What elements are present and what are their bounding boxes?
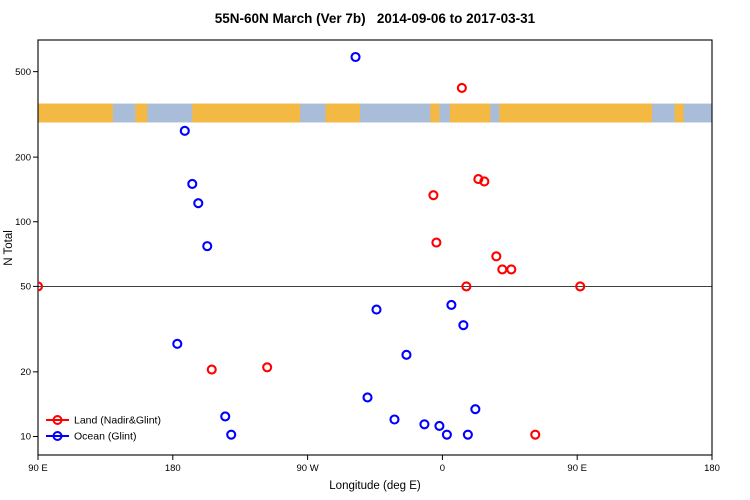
data-point	[206, 364, 217, 375]
data-point	[226, 429, 237, 440]
data-point	[446, 299, 457, 310]
data-point	[434, 420, 445, 431]
x-tick-label: 180	[165, 463, 181, 474]
data-points	[38, 51, 586, 440]
series-land	[38, 82, 586, 440]
x-tick-label: 180	[704, 463, 720, 474]
data-point	[428, 190, 439, 201]
data-point	[506, 264, 517, 275]
data-point	[371, 304, 382, 315]
data-point	[38, 281, 44, 292]
data-point	[497, 264, 508, 275]
map-band	[38, 103, 712, 123]
data-point	[179, 125, 190, 136]
data-point	[473, 174, 484, 185]
data-point	[187, 178, 198, 189]
data-point	[441, 429, 452, 440]
series-ocean	[172, 51, 481, 440]
y-tick-label: 20	[20, 367, 31, 378]
y-tick-label: 10	[20, 432, 31, 443]
data-point	[262, 362, 273, 373]
data-point	[172, 338, 183, 349]
data-point	[362, 392, 373, 403]
map-band-land-segment	[449, 103, 491, 123]
map-band-land-segment	[325, 103, 361, 123]
y-axis-label: N Total	[3, 230, 15, 266]
map-band-land-segment	[430, 103, 440, 123]
map-band-land-segment	[192, 103, 301, 123]
legend-entry-ocean: Ocean (Glint)	[46, 431, 136, 443]
x-tick-label: 90 E	[28, 463, 48, 474]
data-point	[419, 419, 430, 430]
legend-label-ocean: Ocean (Glint)	[74, 431, 136, 443]
axis-ticks: 90 E 180 90 W 0 90 E 180 10 20 50 100 200 500	[15, 67, 720, 474]
data-point	[479, 176, 490, 187]
data-point	[220, 411, 231, 422]
map-band-land-segment	[674, 103, 684, 123]
legend-marker-ocean-icon	[52, 431, 63, 441]
data-point	[202, 241, 213, 252]
data-point	[461, 281, 472, 292]
data-point	[462, 429, 473, 440]
data-point	[470, 404, 481, 415]
y-tick-label: 50	[20, 282, 31, 293]
x-tick-label: 0	[440, 463, 445, 474]
data-point	[491, 251, 502, 262]
y-tick-label: 200	[15, 152, 31, 163]
data-point	[350, 51, 361, 63]
data-point	[431, 237, 442, 248]
data-point	[193, 198, 204, 209]
data-point	[575, 281, 586, 292]
legend-label-land: Land (Nadir&Glint)	[74, 415, 161, 427]
plot-border	[37, 39, 713, 456]
chart-title: 55N-60N March (Ver 7b) 2014-09-06 to 201…	[215, 11, 536, 26]
data-point	[458, 320, 469, 331]
data-point	[456, 82, 467, 93]
y-tick-label: 500	[15, 67, 31, 78]
map-band-land-segment	[38, 103, 113, 123]
data-point	[401, 349, 412, 360]
map-band-land-segment	[135, 103, 148, 123]
data-point	[389, 414, 400, 425]
legend-entry-land: Land (Nadir&Glint)	[46, 415, 161, 427]
data-point	[530, 429, 541, 440]
legend: Land (Nadir&Glint) Ocean (Glint)	[46, 415, 161, 443]
x-tick-label: 90 W	[297, 463, 319, 474]
y-tick-label: 100	[15, 217, 31, 228]
x-tick-label: 90 E	[567, 463, 587, 474]
map-band-land-segment	[499, 103, 653, 123]
x-axis-label: Longitude (deg E)	[329, 480, 421, 492]
legend-marker-land-icon	[52, 415, 63, 425]
